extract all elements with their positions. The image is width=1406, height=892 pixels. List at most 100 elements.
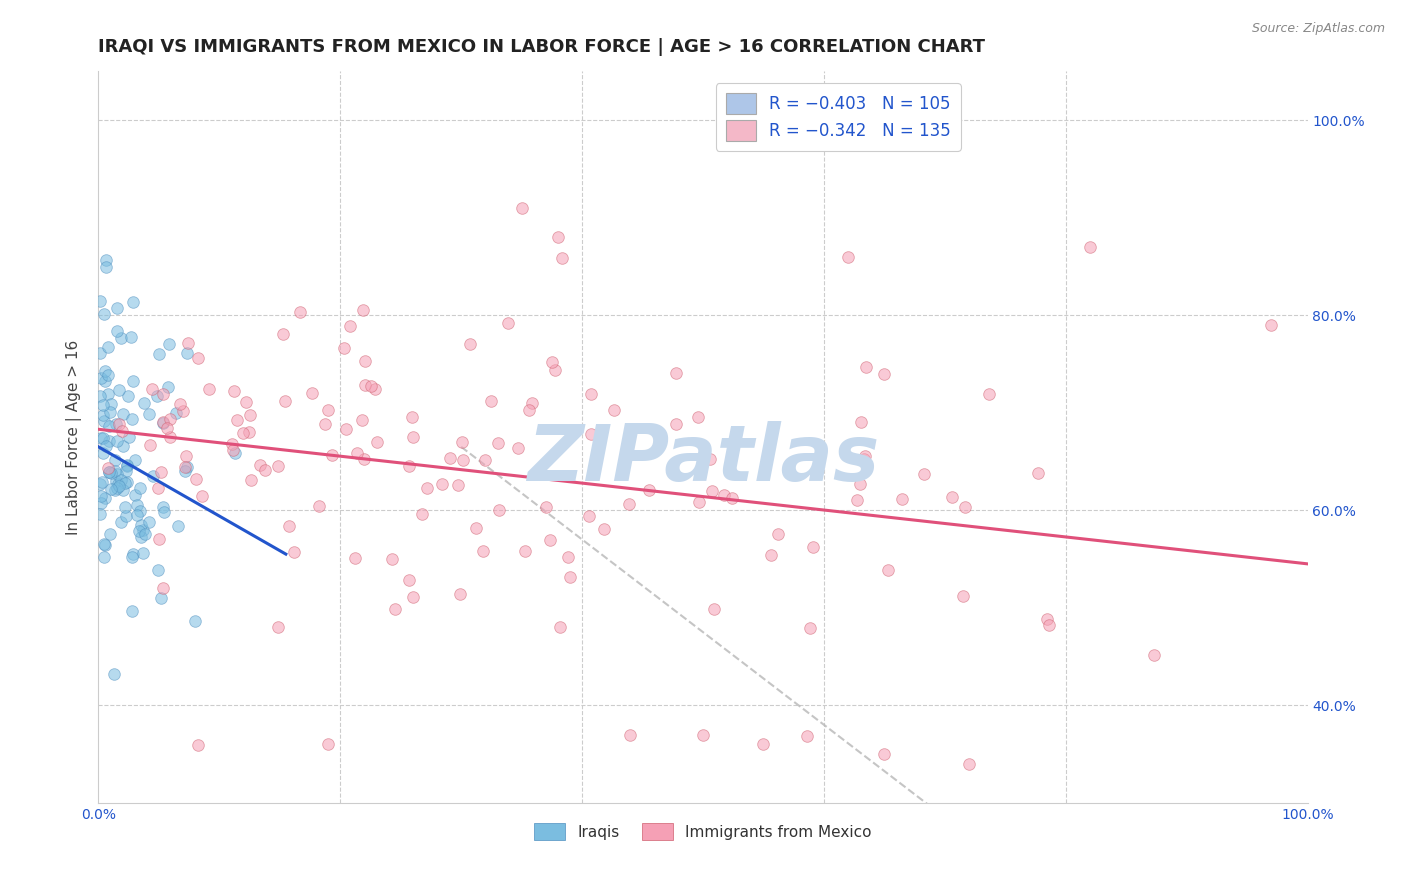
Point <box>131 523 153 537</box>
Point <box>176 460 198 475</box>
Text: ZIPatlas: ZIPatlas <box>527 421 879 497</box>
Point <box>138 438 160 452</box>
Point <box>873 747 896 761</box>
Point <box>97 434 120 448</box>
Point <box>117 389 139 403</box>
Point <box>548 620 571 634</box>
Point <box>953 500 976 515</box>
Point <box>1078 240 1101 254</box>
Point <box>157 336 180 351</box>
Point <box>122 294 145 309</box>
Point <box>98 526 121 541</box>
Point <box>665 417 688 432</box>
Point <box>891 491 914 506</box>
Point <box>474 452 496 467</box>
Point <box>354 353 377 368</box>
Point <box>107 477 129 491</box>
Point <box>398 459 420 474</box>
Point <box>488 503 510 517</box>
Point <box>267 620 290 634</box>
Point <box>1038 618 1060 632</box>
Point <box>124 488 146 502</box>
Point <box>849 415 872 429</box>
Point <box>402 430 425 444</box>
Point <box>224 446 246 460</box>
Text: Source: ZipAtlas.com: Source: ZipAtlas.com <box>1251 22 1385 36</box>
Point <box>115 475 138 489</box>
Point <box>114 475 136 490</box>
Point <box>127 498 149 512</box>
Point <box>339 318 361 333</box>
Point <box>110 515 132 529</box>
Point <box>91 408 114 422</box>
Point <box>129 530 152 544</box>
Point <box>1260 318 1282 332</box>
Point <box>105 434 128 448</box>
Point <box>91 475 114 490</box>
Point <box>449 587 471 601</box>
Point <box>450 434 472 449</box>
Point <box>278 519 301 533</box>
Point <box>97 387 120 401</box>
Point <box>96 253 118 268</box>
Point <box>132 396 155 410</box>
Point <box>517 402 540 417</box>
Point <box>110 473 132 487</box>
Point <box>186 472 208 486</box>
Point <box>121 375 143 389</box>
Point <box>1143 648 1166 663</box>
Point <box>176 449 198 463</box>
Text: IRAQI VS IMMIGRANTS FROM MEXICO IN LABOR FORCE | AGE > 16 CORRELATION CHART: IRAQI VS IMMIGRANTS FROM MEXICO IN LABOR… <box>98 38 986 56</box>
Point <box>89 477 111 491</box>
Point <box>224 384 246 399</box>
Point <box>152 581 174 595</box>
Point <box>520 396 543 410</box>
Point <box>873 367 896 381</box>
Point <box>350 413 373 427</box>
Point <box>122 547 145 561</box>
Point <box>159 412 181 426</box>
Point <box>107 383 129 397</box>
Point <box>114 500 136 514</box>
Point <box>941 490 963 504</box>
Point <box>1026 466 1049 480</box>
Point <box>333 342 356 356</box>
Point <box>157 380 180 394</box>
Point <box>550 251 572 265</box>
Point <box>121 549 143 564</box>
Point <box>557 549 579 564</box>
Point <box>957 756 980 771</box>
Point <box>120 329 142 343</box>
Point <box>98 404 121 418</box>
Point <box>100 482 122 496</box>
Point <box>97 465 120 479</box>
Point <box>364 382 387 396</box>
Point <box>538 533 561 547</box>
Point <box>402 591 425 605</box>
Point <box>578 508 600 523</box>
Point <box>253 463 276 477</box>
Point <box>384 602 406 616</box>
Point <box>94 538 117 552</box>
Point <box>699 451 721 466</box>
Point <box>447 478 470 492</box>
Point <box>799 621 821 635</box>
Point <box>89 507 111 521</box>
Point <box>221 437 243 451</box>
Point <box>614 449 637 463</box>
Point <box>688 495 710 509</box>
Point <box>93 308 115 322</box>
Point <box>508 442 530 456</box>
Point <box>129 504 152 518</box>
Point <box>93 375 115 389</box>
Point <box>1036 612 1059 626</box>
Point <box>226 413 249 427</box>
Point <box>165 406 187 420</box>
Point <box>138 408 160 422</box>
Point <box>579 426 602 441</box>
Point <box>547 230 569 244</box>
Point <box>239 408 262 422</box>
Point <box>471 544 494 558</box>
Point <box>638 483 661 497</box>
Point <box>352 303 374 318</box>
